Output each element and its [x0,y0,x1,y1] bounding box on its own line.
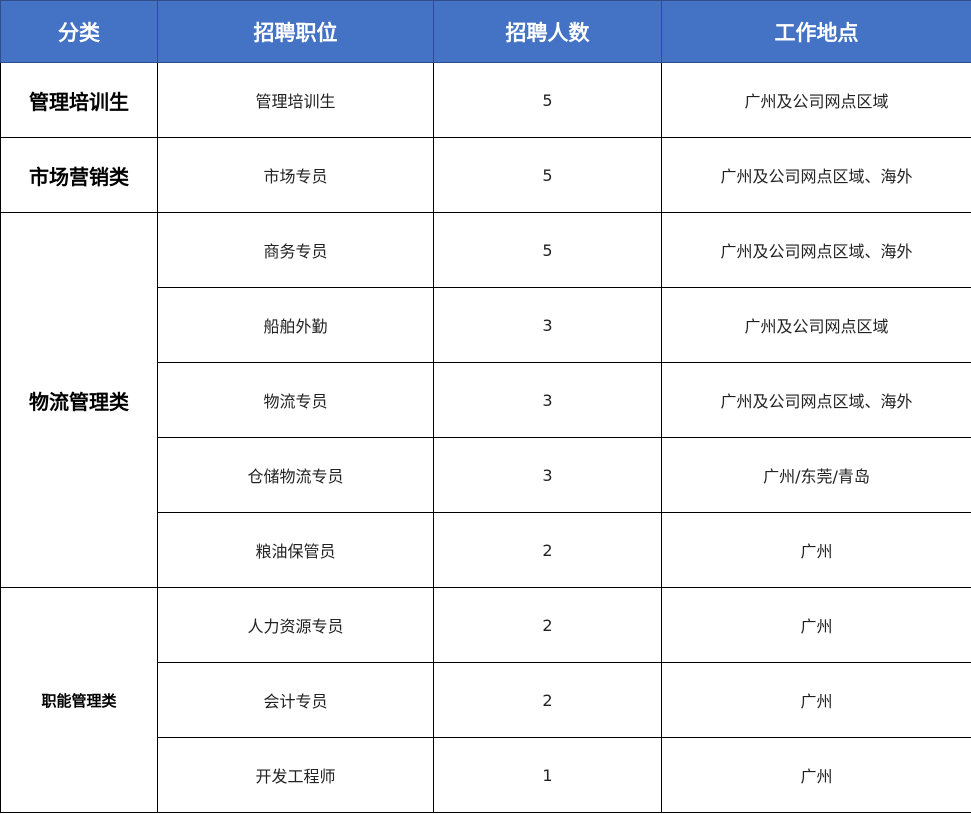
table-row: 管理培训生 管理培训生 5 广州及公司网点区域 [0,62,971,138]
position-cell: 市场专员 [157,137,434,213]
table-row: 船舶外勤 3 广州及公司网点区域 [1,287,971,363]
table-row: 粮油保管员 2 广州 [1,512,971,588]
category-cell: 职能管理类 [0,587,158,813]
category-cell: 物流管理类 [0,212,158,588]
location-cell: 广州及公司网点区域 [661,62,971,138]
location-cell: 广州及公司网点区域、海外 [661,362,971,438]
position-cell: 物流专员 [157,362,434,438]
table-row: 物流管理类 商务专员 5 广州及公司网点区域、海外 [0,212,971,588]
count-cell: 2 [433,512,662,588]
table-row: 物流专员 3 广州及公司网点区域、海外 [1,362,971,438]
count-cell: 5 [433,137,662,213]
location-cell: 广州 [661,662,971,738]
category-cell: 市场营销类 [0,137,158,213]
location-cell: 广州及公司网点区域 [661,287,971,363]
location-cell: 广州 [661,737,971,813]
location-cell: 广州 [661,512,971,588]
header-count: 招聘人数 [433,0,662,63]
table-row: 会计专员 2 广州 [1,662,971,738]
location-cell: 广州及公司网点区域、海外 [661,212,971,288]
table-body: 管理培训生 管理培训生 5 广州及公司网点区域 市场营销类 市场专员 5 广州及公司网点区域、… [0,62,971,813]
location-cell: 广州/东莞/青岛 [661,437,971,513]
count-cell: 2 [433,587,662,663]
position-cell: 商务专员 [157,212,434,288]
table-row: 职能管理类 人力资源专员 2 广州 [0,587,971,813]
position-cell: 船舶外勤 [157,287,434,363]
position-cell: 粮油保管员 [157,512,434,588]
location-cell: 广州及公司网点区域、海外 [661,137,971,213]
table-row: 市场营销类 市场专员 5 广州及公司网点区域、海外 [0,137,971,213]
count-cell: 2 [433,662,662,738]
position-cell: 开发工程师 [157,737,434,813]
header-row: 分类 招聘职位 招聘人数 工作地点 [0,0,971,63]
header-category: 分类 [0,0,158,63]
position-cell: 管理培训生 [157,62,434,138]
count-cell: 5 [433,62,662,138]
position-cell: 仓储物流专员 [157,437,434,513]
location-cell: 广州 [661,587,971,663]
count-cell: 3 [433,362,662,438]
count-cell: 5 [433,212,662,288]
count-cell: 1 [433,737,662,813]
count-cell: 3 [433,287,662,363]
position-cell: 会计专员 [157,662,434,738]
category-cell: 管理培训生 [0,62,158,138]
position-cell: 人力资源专员 [157,587,434,663]
table-row: 开发工程师 1 广州 [1,737,971,813]
header-position: 招聘职位 [157,0,434,63]
header-location: 工作地点 [661,0,971,63]
count-cell: 3 [433,437,662,513]
